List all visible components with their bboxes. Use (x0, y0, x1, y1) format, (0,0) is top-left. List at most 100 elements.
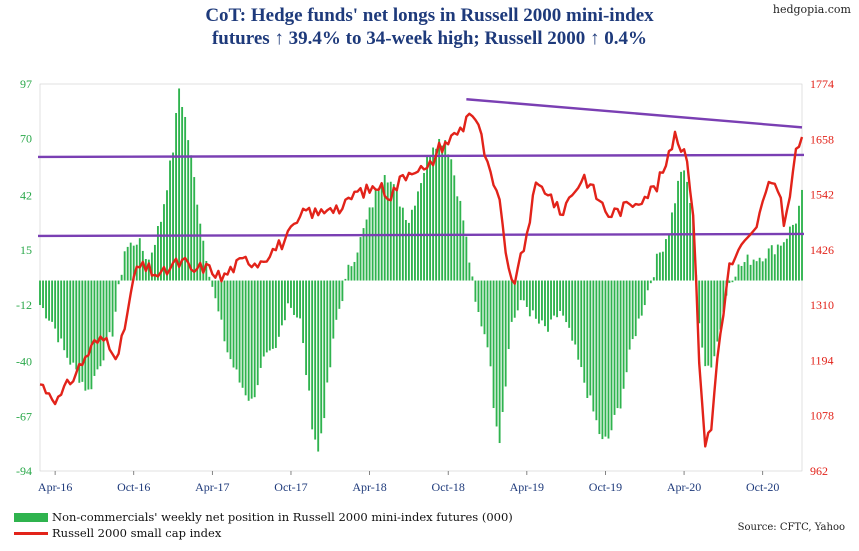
net-position-bar (220, 280, 223, 320)
net-position-bar (686, 181, 689, 281)
net-position-bar (253, 280, 256, 398)
russell-2000-line (39, 112, 804, 448)
net-position-bar (256, 280, 259, 386)
net-position-bar (504, 280, 507, 387)
net-position-bar (196, 204, 199, 281)
net-position-bar (117, 280, 120, 285)
net-position-bar (362, 228, 365, 281)
net-position-bar (217, 280, 220, 312)
net-position-bar (743, 262, 746, 281)
net-position-bar (737, 264, 740, 281)
net-position-bar (674, 203, 676, 281)
net-position-bar (280, 280, 283, 326)
net-position-bar (153, 244, 156, 281)
net-position-bar (713, 280, 716, 357)
net-position-bar (489, 280, 492, 367)
net-position-bar (383, 175, 386, 281)
legend-item-bars: Non-commercials' weekly net position in … (14, 509, 513, 525)
net-position-bar (356, 252, 359, 281)
net-position-bar (586, 280, 589, 398)
net-position-bar (404, 220, 407, 281)
net-position-bar (683, 170, 686, 281)
net-position-bar (87, 280, 90, 390)
net-position-bar (658, 252, 661, 281)
net-position-bar (199, 223, 202, 281)
net-position-bar (317, 280, 320, 452)
net-position-bar (114, 280, 117, 312)
net-position-bar (386, 182, 389, 281)
net-position-bar (613, 280, 616, 415)
net-position-bar (522, 280, 525, 301)
net-position-bar (380, 184, 383, 281)
net-position-bar (513, 280, 516, 318)
net-position-bar (791, 224, 794, 281)
net-position-bar (547, 280, 549, 332)
net-position-bar (299, 280, 301, 319)
title-line-2: futures ↑ 39.4% to 34-week high; Russell… (211, 28, 648, 49)
x-axis-tick: Apr-19 (510, 480, 544, 494)
brand-label: hedgopia.com (772, 3, 851, 16)
net-position-bar (798, 205, 800, 281)
net-position-bar (592, 280, 595, 412)
net-position-bar (108, 280, 111, 333)
net-position-bar (740, 265, 743, 281)
net-position-bar (293, 280, 295, 315)
net-position-bar (283, 280, 286, 321)
net-position-bar (468, 262, 471, 281)
net-position-bar (202, 240, 205, 281)
legend-label-line: Russell 2000 small cap index (52, 526, 222, 540)
net-position-bar (719, 280, 722, 330)
left-axis-tick: -40 (16, 355, 32, 369)
right-axis-tick: 1542 (810, 188, 834, 202)
net-position-bar (616, 280, 619, 409)
legend-swatch-line (14, 531, 48, 535)
net-position-bar (138, 238, 141, 281)
net-position-bar (550, 280, 552, 320)
net-position-bar (507, 280, 510, 350)
net-position-bar (534, 280, 537, 319)
net-position-bar (414, 205, 416, 281)
net-position-bar (767, 248, 770, 281)
net-position-bar (795, 223, 797, 281)
legend-swatch-bars (14, 512, 48, 522)
net-position-bar (184, 116, 187, 281)
x-axis-tick: Oct-19 (589, 480, 622, 494)
net-position-bar (350, 266, 353, 281)
net-position-bar (495, 280, 498, 427)
net-position-bar (580, 280, 583, 368)
net-position-bar (510, 280, 513, 322)
net-position-bar (441, 145, 444, 281)
net-position-bar (680, 171, 682, 281)
net-position-bar (537, 280, 540, 324)
source-note: Source: CFTC, Yahoo (737, 522, 845, 533)
net-position-bar (785, 238, 788, 281)
net-position-bar (456, 196, 459, 281)
x-axis-tick: Oct-16 (117, 480, 150, 494)
net-position-bar (459, 200, 462, 281)
net-position-bar (305, 280, 308, 376)
net-position-bar (671, 212, 673, 281)
net-position-bar (211, 280, 214, 287)
net-position-bar (625, 280, 628, 373)
net-position-bar (84, 280, 87, 391)
net-position-bar (147, 259, 150, 281)
net-position-bar (347, 264, 350, 281)
net-position-bar (320, 280, 323, 434)
net-position-bar (704, 280, 707, 367)
net-position-bar (45, 280, 47, 319)
net-position-bar (755, 261, 758, 281)
net-position-bar (568, 280, 571, 328)
net-position-bar (232, 280, 235, 368)
net-position-bar (111, 280, 114, 337)
net-position-bar (163, 204, 165, 281)
net-position-bar (135, 244, 138, 281)
net-position-bar (39, 280, 41, 305)
net-position-bar (126, 246, 129, 281)
left-axis-tick: 42 (20, 188, 32, 202)
net-position-bar (474, 280, 477, 302)
net-position-bar (365, 219, 368, 281)
net-position-bar (223, 280, 226, 342)
upper-resistance-line (37, 153, 805, 159)
net-position-bar (453, 175, 456, 281)
net-position-bar (150, 252, 153, 281)
